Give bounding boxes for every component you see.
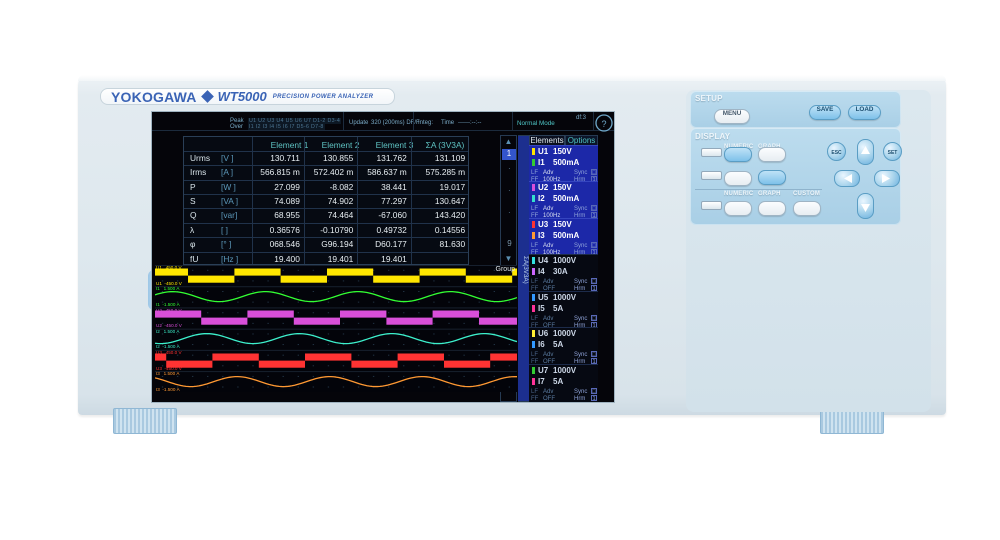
svg-text:ESC: ESC: [831, 150, 842, 156]
svg-text:SET: SET: [888, 150, 898, 156]
svg-text:?: ?: [601, 119, 606, 129]
